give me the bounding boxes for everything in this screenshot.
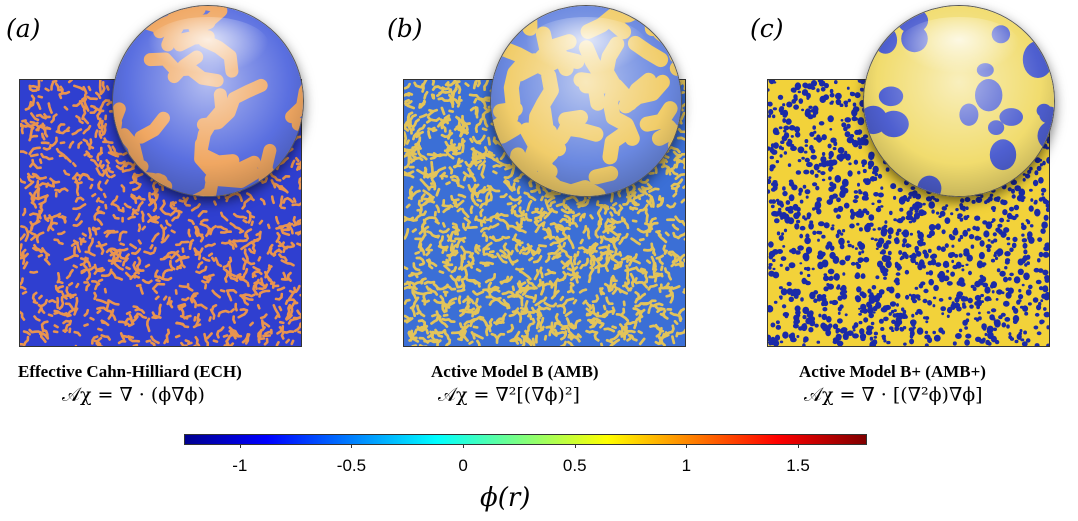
colorbar-tick-mark [798,444,800,448]
panel-title: Active Model B+ (AMB+) [799,362,986,381]
magnifier-lens [490,5,682,197]
panel-c: (c) [747,0,1077,420]
colorbar-tick-label: 1 [681,456,692,475]
colorbar-tick-mark [463,444,465,448]
colorbar-label: ϕ(r) [480,483,531,513]
panel-title: Active Model B (AMB) [431,362,599,381]
panel-equation: 𝒜χ = ∇²[(∇ϕ)²] [438,384,580,406]
colorbar-tick-mark [686,444,688,448]
colorbar [184,434,867,445]
colorbar-tick-label: -1 [232,456,248,475]
panel-equation: 𝒜χ = ∇ · [(∇²ϕ)∇ϕ] [804,384,983,406]
colorbar-tick-mark [239,444,241,448]
panel-b: (b) [384,0,714,420]
panel-label: (a) [6,14,41,43]
panel-label: (c) [750,14,784,43]
colorbar-tick-mark [351,444,353,448]
colorbar-tick-mark [574,444,576,448]
panel-title: Effective Cahn-Hilliard (ECH) [18,362,242,381]
colorbar-tick-label: 0 [458,456,468,475]
panel-a: (a) [0,0,330,420]
magnifier-lens [112,5,304,197]
panel-equation: 𝒜χ = ∇ · (ϕ∇ϕ) [62,384,205,406]
colorbar-tick-label: 1.5 [786,456,810,475]
colorbar-tick-label: -0.5 [336,456,367,475]
panel-label: (b) [387,14,423,43]
colorbar-tick-label: 0.5 [562,456,587,475]
magnifier-lens [863,5,1055,197]
